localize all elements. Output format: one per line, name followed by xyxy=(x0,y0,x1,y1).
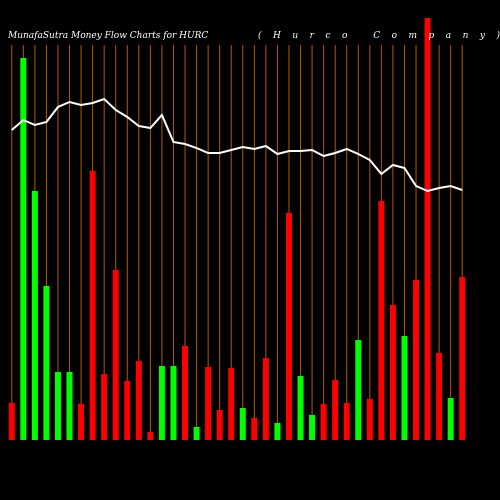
bar xyxy=(436,353,443,440)
bar xyxy=(158,366,165,440)
bar xyxy=(170,366,177,440)
bar xyxy=(378,201,385,440)
chart-subtitle: (Hurco Company) xyxy=(258,30,500,41)
bar xyxy=(251,418,258,440)
bar xyxy=(239,408,246,440)
bar xyxy=(78,404,85,440)
bar xyxy=(274,423,281,440)
bar xyxy=(182,346,189,440)
bar xyxy=(343,403,350,440)
bar xyxy=(89,171,96,440)
bar xyxy=(320,404,327,440)
bar xyxy=(355,340,362,440)
bar xyxy=(401,336,408,440)
bar xyxy=(389,305,396,440)
bar xyxy=(8,403,15,440)
bar xyxy=(216,410,223,440)
bar xyxy=(424,18,431,440)
bar xyxy=(366,399,373,440)
bar xyxy=(135,361,142,440)
bar xyxy=(459,277,466,440)
bar xyxy=(332,380,339,440)
bar xyxy=(66,372,73,440)
bar xyxy=(43,286,50,440)
bar xyxy=(205,367,212,440)
bar xyxy=(285,213,292,440)
bar xyxy=(413,280,420,440)
bar xyxy=(112,270,119,440)
bar xyxy=(54,372,61,440)
bars xyxy=(8,18,466,440)
bar xyxy=(147,432,154,440)
bar xyxy=(309,415,316,440)
bar xyxy=(31,191,38,440)
bar xyxy=(297,376,304,440)
chart-title: MunafaSutra Money Flow Charts for HURC xyxy=(7,31,208,41)
money-flow-line xyxy=(11,97,463,193)
bar xyxy=(124,381,131,440)
bar xyxy=(20,58,27,440)
bar xyxy=(228,368,235,440)
bar xyxy=(447,398,454,440)
bar xyxy=(193,427,200,440)
bar xyxy=(262,358,269,440)
bar xyxy=(101,374,108,440)
front xyxy=(11,97,463,193)
